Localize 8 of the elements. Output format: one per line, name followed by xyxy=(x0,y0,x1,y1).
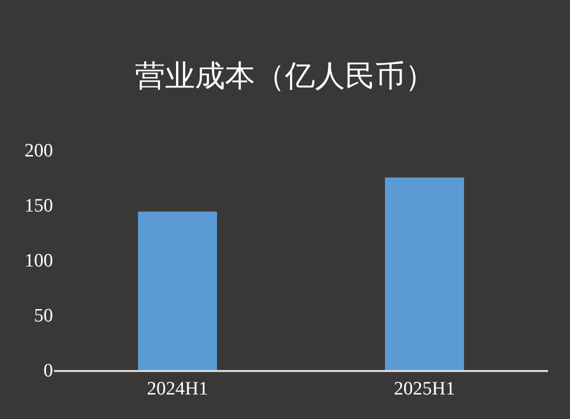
y-tick-label: 100 xyxy=(24,250,53,272)
y-tick-label: 150 xyxy=(24,196,53,217)
y-tick-label: 0 xyxy=(44,360,53,382)
y-tick-label: 50 xyxy=(34,306,53,327)
x-tick-label: 2025H1 xyxy=(394,378,456,400)
chart-title: 营业成本（亿人民币） xyxy=(135,58,435,94)
x-tick-label: 2024H1 xyxy=(146,378,208,400)
y-tick-label: 200 xyxy=(24,140,53,162)
